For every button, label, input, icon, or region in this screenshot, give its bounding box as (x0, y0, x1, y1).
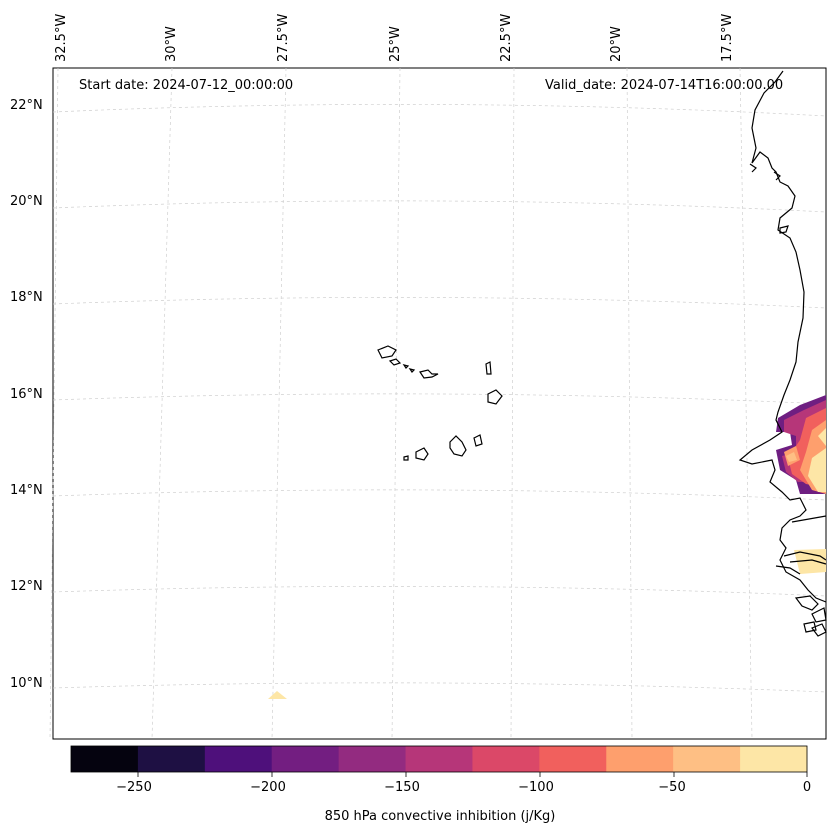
graticule-lines (49, 67, 827, 740)
lat-label-18n: 18°N (10, 290, 43, 305)
colorbar-swatch (338, 746, 407, 772)
colorbar-swatch (606, 746, 674, 772)
lat-label-22n: 22°N (10, 98, 43, 113)
lat-label-14n: 14°N (10, 483, 43, 498)
lon-label-20w: 20°W (609, 26, 624, 62)
lon-label-25w: 25°W (388, 26, 403, 62)
colorbar-frame (70, 745, 808, 773)
lon-label-22-5w: 22.5°W (499, 13, 514, 62)
colorbar-ticks (137, 772, 808, 777)
lat-label-10n: 10°N (10, 676, 43, 691)
lon-label-17-5w: 17.5°W (720, 13, 735, 62)
lat-label-12n: 12°N (10, 579, 43, 594)
valid-date-text: Valid_date: 2024-07-14T16:00:00.00 (545, 78, 784, 93)
lat-label-20n: 20°N (10, 194, 43, 209)
colorbar-tick-label: −100 (518, 780, 554, 795)
lon-label-27-5w: 27.5°W (276, 13, 291, 62)
colorbar-swatches (71, 746, 808, 772)
lat-label-16n: 16°N (10, 387, 43, 402)
colorbar-title: 850 hPa convective inhibition (j/Kg) (324, 809, 556, 824)
coastlines (738, 70, 827, 637)
colorbar-swatch (137, 746, 206, 772)
colorbar-swatch (740, 746, 808, 772)
colorbar-swatch (405, 746, 473, 772)
colorbar-swatch (204, 746, 273, 772)
lon-label-32-5w: 32.5°W (54, 13, 69, 62)
colorbar-tick-label: −50 (658, 780, 686, 795)
colorbar-swatch (472, 746, 540, 772)
colorbar-tick-label: −250 (116, 780, 152, 795)
colorbar-tick-label: 0 (802, 780, 812, 795)
start-date-text: Start date: 2024-07-12_00:00:00 (79, 78, 294, 93)
colorbar-swatch (673, 746, 741, 772)
map-frame (52, 67, 827, 740)
colorbar-swatch (271, 746, 340, 772)
colorbar-swatch (71, 746, 139, 772)
lon-label-30w: 30°W (164, 26, 179, 62)
colorbar-swatch (539, 746, 607, 772)
colorbar-tick-label: −200 (250, 780, 286, 795)
cape-verde-islands (377, 345, 503, 461)
colorbar-tick-label: −150 (384, 780, 420, 795)
